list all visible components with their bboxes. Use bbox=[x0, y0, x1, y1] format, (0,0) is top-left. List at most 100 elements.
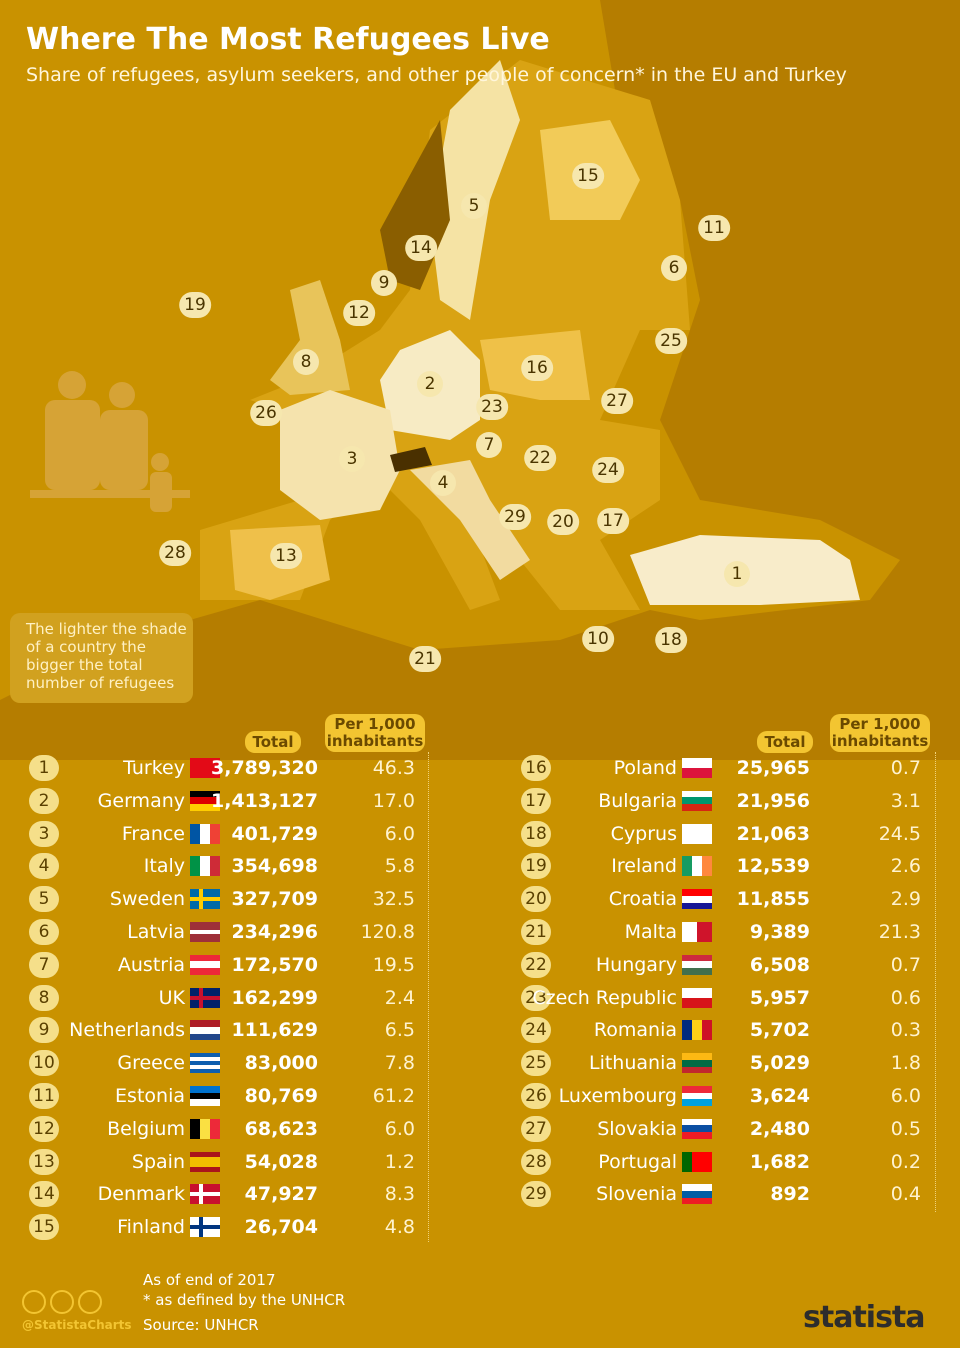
country: Ireland bbox=[611, 855, 677, 878]
country: Spain bbox=[131, 1150, 185, 1173]
total: 3,624 bbox=[749, 1085, 810, 1107]
flag bbox=[190, 823, 220, 844]
country: Romania bbox=[593, 1019, 677, 1042]
flag bbox=[682, 1086, 712, 1106]
country: Portugal bbox=[598, 1150, 677, 1173]
rank: 28 bbox=[521, 1148, 551, 1175]
map-badge: 23 bbox=[476, 394, 508, 420]
per-1000: 32.5 bbox=[372, 888, 415, 911]
land-dark bbox=[0, 0, 960, 760]
country: Croatia bbox=[608, 888, 677, 911]
rank: 16 bbox=[521, 755, 551, 781]
total: 111,629 bbox=[231, 1019, 318, 1042]
per-1000: 21.3 bbox=[878, 921, 921, 943]
per-1000: 6.0 bbox=[384, 1117, 415, 1140]
rank: 21 bbox=[521, 919, 551, 945]
country: Poland bbox=[613, 757, 677, 779]
map-badge: 15 bbox=[572, 163, 604, 189]
per-1000: 0.3 bbox=[890, 1019, 921, 1042]
rank: 10 bbox=[29, 1050, 59, 1077]
country: Cyprus bbox=[610, 822, 677, 845]
total: 5,029 bbox=[749, 1052, 810, 1075]
per-1000: 0.2 bbox=[890, 1150, 921, 1173]
map-badge: 27 bbox=[601, 388, 633, 414]
per-1000: 1.8 bbox=[890, 1052, 921, 1075]
per-1000: 5.8 bbox=[384, 855, 415, 878]
country: France bbox=[121, 822, 185, 845]
per-1000: 19.5 bbox=[372, 953, 415, 976]
map-badge: 7 bbox=[476, 432, 502, 458]
map-badge: 10 bbox=[582, 626, 614, 652]
flag bbox=[682, 954, 712, 975]
per-1000: 7.8 bbox=[384, 1052, 415, 1075]
total: 1,682 bbox=[749, 1150, 810, 1173]
map-badge: 20 bbox=[547, 509, 579, 535]
switzerland bbox=[390, 447, 432, 472]
per-1000: 0.7 bbox=[890, 953, 921, 976]
flag bbox=[682, 823, 712, 844]
title: Where The Most Refugees Live bbox=[26, 22, 550, 57]
country: Austria bbox=[117, 953, 185, 976]
country: Lithuania bbox=[588, 1052, 677, 1075]
flag bbox=[190, 1217, 220, 1238]
per-1000: 8.3 bbox=[384, 1183, 415, 1206]
country-sweden bbox=[430, 60, 520, 320]
total: 892 bbox=[770, 1183, 810, 1206]
total: 5,702 bbox=[749, 1019, 810, 1042]
country: Belgium bbox=[107, 1117, 185, 1140]
flag bbox=[190, 1053, 220, 1074]
flag bbox=[190, 856, 220, 877]
total: 234,296 bbox=[231, 921, 318, 943]
rank: 29 bbox=[521, 1181, 551, 1208]
country: Czech Republic bbox=[532, 986, 677, 1009]
flag bbox=[190, 758, 220, 778]
divider bbox=[935, 752, 936, 1212]
flag bbox=[190, 1020, 220, 1041]
footnote: As of end of 2017 bbox=[143, 1271, 276, 1289]
map-badge: 8 bbox=[293, 349, 319, 375]
map-badge: 26 bbox=[250, 400, 282, 426]
total: 21,063 bbox=[736, 822, 810, 845]
map-badge: 21 bbox=[409, 646, 441, 672]
flag bbox=[682, 1053, 712, 1074]
total: 25,965 bbox=[736, 757, 810, 779]
flag bbox=[682, 856, 712, 877]
map-badge: 12 bbox=[343, 300, 375, 326]
total: 172,570 bbox=[231, 953, 318, 976]
rank: 7 bbox=[29, 951, 59, 978]
per-1000: 2.6 bbox=[890, 855, 921, 878]
total: 12,539 bbox=[736, 855, 810, 878]
total: 68,623 bbox=[244, 1117, 318, 1140]
country: Luxembourg bbox=[558, 1085, 677, 1107]
column-header: Per 1,000 inhabitants bbox=[325, 714, 425, 752]
per-1000: 6.0 bbox=[384, 822, 415, 845]
country: Hungary bbox=[595, 953, 677, 976]
total: 83,000 bbox=[244, 1052, 318, 1075]
rank: 6 bbox=[29, 919, 59, 945]
total: 5,957 bbox=[749, 986, 810, 1009]
map-badge: 28 bbox=[159, 540, 191, 566]
country: Slovakia bbox=[597, 1117, 677, 1140]
rank: 22 bbox=[521, 951, 551, 978]
map-badge: 18 bbox=[655, 627, 687, 653]
country: Slovenia bbox=[596, 1183, 677, 1206]
per-1000: 6.5 bbox=[384, 1019, 415, 1042]
rank: 8 bbox=[29, 984, 59, 1011]
country-uk bbox=[270, 280, 350, 395]
country: Netherlands bbox=[69, 1019, 185, 1042]
country: Italy bbox=[143, 855, 185, 878]
rank: 18 bbox=[521, 820, 551, 847]
handle: @StatistaCharts bbox=[22, 1318, 132, 1332]
map-badge: 16 bbox=[521, 355, 553, 381]
flag bbox=[190, 954, 220, 975]
subtitle: Share of refugees, asylum seekers, and o… bbox=[26, 64, 847, 86]
rank: 5 bbox=[29, 886, 59, 913]
country: Greece bbox=[117, 1052, 185, 1075]
footnote: * as defined by the UNHCR bbox=[143, 1291, 346, 1309]
divider bbox=[428, 752, 429, 1242]
map-badge: 17 bbox=[597, 508, 629, 534]
per-1000: 0.5 bbox=[890, 1117, 921, 1140]
rank: 27 bbox=[521, 1115, 551, 1142]
country: Estonia bbox=[115, 1085, 185, 1107]
source: Source: UNHCR bbox=[143, 1316, 259, 1334]
